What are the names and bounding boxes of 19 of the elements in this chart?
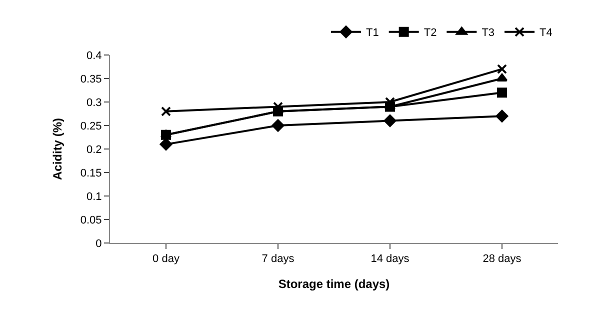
y-tick-label: 0.1 bbox=[86, 190, 102, 203]
legend-label: T2 bbox=[424, 27, 437, 40]
y-tick-label: 0.25 bbox=[80, 120, 102, 132]
y-tick-label: 0.15 bbox=[80, 167, 102, 180]
y-tick-label: 0.4 bbox=[86, 50, 102, 62]
y-tick-label: 0.2 bbox=[86, 144, 102, 156]
y-tick-label: 0.35 bbox=[80, 73, 102, 86]
y-tick-label: 0.05 bbox=[80, 214, 102, 226]
x-tick-label: 0 day bbox=[152, 253, 180, 266]
y-tick-label: 0 bbox=[96, 238, 102, 250]
legend-label: T3 bbox=[482, 27, 495, 40]
x-tick-label: 28 days bbox=[482, 253, 522, 266]
x-tick-label: 7 days bbox=[262, 253, 295, 266]
x-tick-label: 14 days bbox=[370, 253, 410, 266]
y-axis-title: Acidity (%) bbox=[50, 118, 65, 180]
x-axis-title: Storage time (days) bbox=[278, 277, 390, 292]
legend-label: T1 bbox=[366, 27, 379, 40]
legend-label: T4 bbox=[540, 27, 552, 40]
y-tick-label: 0.3 bbox=[86, 96, 102, 109]
